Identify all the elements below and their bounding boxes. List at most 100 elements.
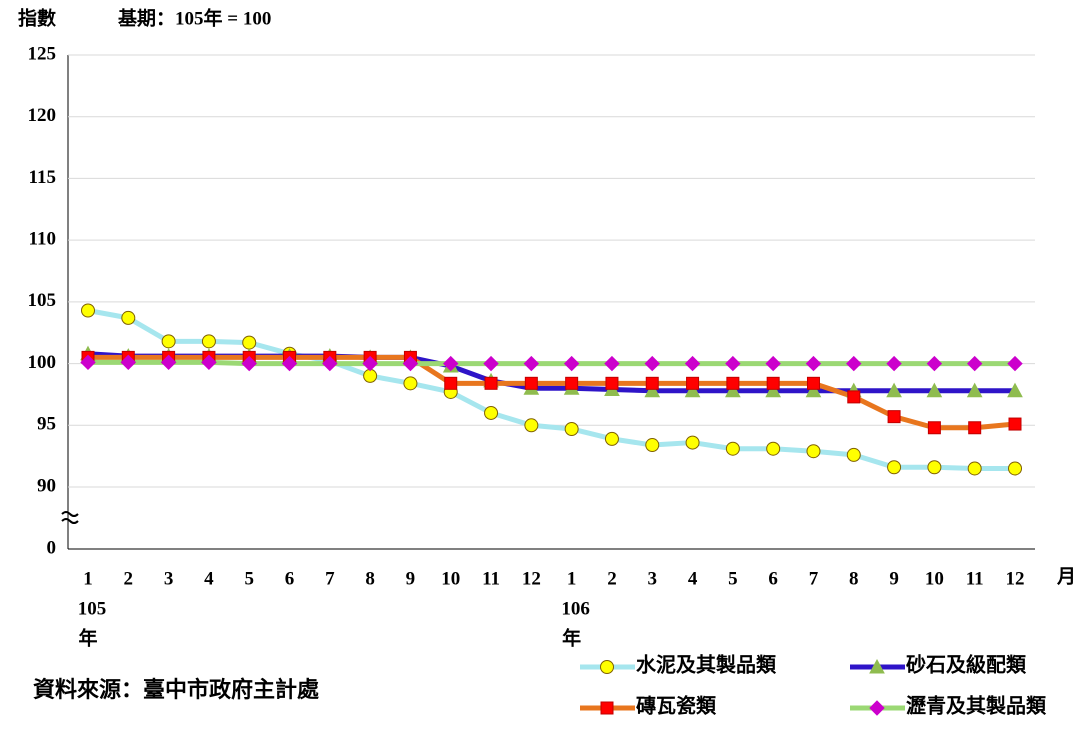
legend-label: 水泥及其製品類 <box>636 653 777 677</box>
series-line <box>88 354 1016 431</box>
marker <box>363 368 378 383</box>
x-tick-label: 4 <box>688 568 698 589</box>
x-tick-label: 11 <box>966 568 984 589</box>
legend-label: 瀝青及其製品類 <box>906 694 1047 718</box>
y-tick-label: 125 <box>28 43 57 64</box>
x-tick-label: 5 <box>244 568 254 589</box>
marker <box>725 355 741 372</box>
marker <box>927 421 941 435</box>
marker <box>887 410 901 424</box>
marker <box>242 335 257 350</box>
marker <box>604 431 619 446</box>
marker <box>443 355 459 372</box>
marker <box>968 421 982 435</box>
x-tick-label: 6 <box>768 568 778 589</box>
x-tick-label: 11 <box>482 568 500 589</box>
marker <box>160 354 177 371</box>
marker <box>685 435 700 450</box>
x-tick-label: 5 <box>728 568 738 589</box>
marker <box>1007 382 1023 398</box>
marker <box>766 376 780 390</box>
x-tick-label: 10 <box>441 568 460 589</box>
marker <box>886 355 902 372</box>
y-axis-label: 指數 <box>18 7 56 29</box>
marker <box>765 382 782 398</box>
marker <box>805 382 822 398</box>
marker <box>81 303 95 318</box>
y-tick-label: 115 <box>29 167 56 188</box>
y-tick-label: 100 <box>28 352 57 373</box>
marker <box>201 354 217 371</box>
x-tick-label: 1 <box>83 568 93 589</box>
subtitle: 基期：105年 = 100 <box>117 6 271 29</box>
x-tick-label: 12 <box>522 568 541 589</box>
x-tick-label: 4 <box>204 568 214 589</box>
marker <box>604 355 620 372</box>
marker <box>869 658 885 674</box>
marker <box>523 355 540 372</box>
year-unit: 年 <box>562 626 581 649</box>
marker <box>926 382 943 398</box>
axis-break <box>61 511 79 524</box>
marker <box>684 382 701 398</box>
marker <box>644 382 661 398</box>
marker <box>725 441 740 456</box>
x-tick-label: 9 <box>406 568 416 589</box>
marker <box>725 382 741 398</box>
marker <box>846 355 862 372</box>
marker <box>765 355 781 372</box>
marker <box>847 390 861 404</box>
marker <box>484 405 499 420</box>
year-unit: 年 <box>78 626 97 649</box>
y-tick-label: 105 <box>28 290 57 311</box>
marker <box>565 376 579 390</box>
year-label: 106 <box>561 598 590 619</box>
x-tick-label: 2 <box>607 568 617 589</box>
marker <box>322 355 338 372</box>
marker <box>686 376 700 390</box>
x-tick-label: 9 <box>889 568 899 589</box>
x-tick-label: 6 <box>285 568 295 589</box>
y-tick-label: 90 <box>37 475 56 496</box>
x-tick-label: 7 <box>809 568 819 589</box>
marker <box>806 376 820 390</box>
marker <box>1008 461 1022 476</box>
marker <box>444 376 458 390</box>
marker <box>564 421 579 436</box>
marker <box>966 382 983 398</box>
marker <box>927 460 942 475</box>
series-line <box>88 359 1015 367</box>
marker <box>80 354 96 371</box>
marker <box>563 355 580 372</box>
legend-label: 磚瓦瓷類 <box>636 694 717 718</box>
x-tick-label: 3 <box>648 568 658 589</box>
marker <box>161 334 176 349</box>
marker <box>645 376 659 390</box>
marker <box>402 355 419 372</box>
marker <box>201 334 216 349</box>
x-tick-label: 1 <box>567 568 577 589</box>
x-tick-label: 8 <box>365 568 375 589</box>
marker <box>524 418 539 433</box>
marker <box>966 355 983 372</box>
y-tick-label: 110 <box>29 229 56 250</box>
marker <box>120 354 137 371</box>
x-tick-label: 8 <box>849 568 859 589</box>
source: 資料來源：臺中市政府主計處 <box>33 677 319 702</box>
marker <box>805 355 822 372</box>
marker <box>600 701 614 715</box>
marker <box>524 376 538 390</box>
y-tick-label: 120 <box>28 105 57 126</box>
marker <box>403 376 418 391</box>
x-tick-label: 2 <box>124 568 134 589</box>
marker <box>605 376 619 390</box>
marker <box>886 382 902 398</box>
marker <box>644 355 660 372</box>
marker <box>806 444 821 459</box>
marker <box>1008 417 1022 431</box>
marker <box>846 447 861 462</box>
marker <box>121 310 136 325</box>
year-label: 105 <box>78 598 107 619</box>
x-tick-label: 10 <box>925 568 944 589</box>
